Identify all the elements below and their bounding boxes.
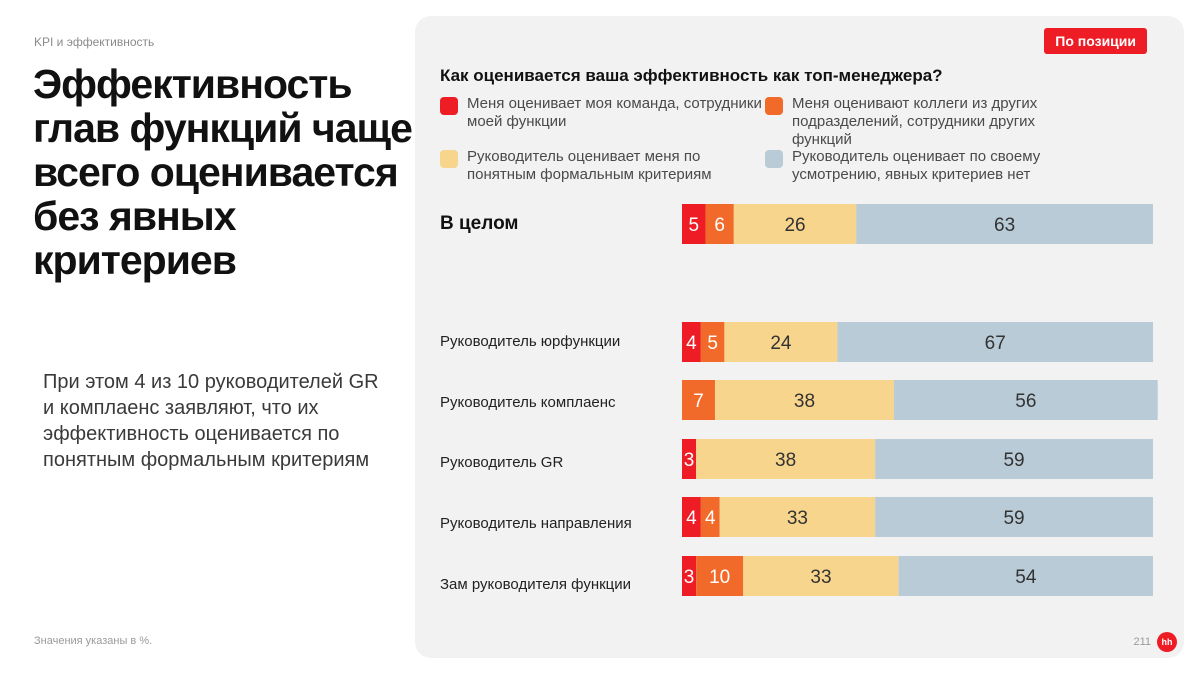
bar-segment [856, 204, 1153, 244]
bar-value-label: 67 [985, 333, 1006, 354]
bar-value-label: 5 [707, 333, 718, 354]
legend-label: Руководитель оценивает по своему усмотре… [792, 148, 1041, 183]
bar-segment [743, 556, 899, 596]
legend-item-no-criteria: Руководитель оценивает по своему усмотре… [765, 148, 1095, 184]
legend-swatch [440, 150, 458, 168]
bar-segment [705, 204, 734, 244]
bar-segment [898, 556, 1153, 596]
bar-segment [682, 439, 697, 479]
bar-value-label: 59 [1003, 450, 1024, 471]
bar-segment [714, 380, 894, 420]
position-badge[interactable]: По позиции [1044, 28, 1147, 54]
bar-value-label: 33 [810, 567, 831, 588]
bar-value-label: 33 [787, 508, 808, 529]
legend-item-team: Меня оценивает моя команда, сотрудники м… [440, 95, 770, 131]
bar-label-legal-head: Руководитель юрфункции [440, 333, 621, 350]
bar-label-overall: В целом [440, 213, 519, 234]
bar-value-label: 56 [1015, 391, 1036, 412]
bar-segment [733, 204, 857, 244]
bar-segment [696, 556, 744, 596]
bar-value-label: 26 [784, 215, 805, 236]
bar-value-label: 63 [994, 215, 1015, 236]
legend-label: Руководитель оценивает меня по понятным … [467, 148, 712, 183]
bar-value-label: 3 [684, 567, 695, 588]
legend-label: Меня оценивают коллеги из других подразд… [792, 95, 1038, 148]
bar-segment [682, 497, 701, 537]
bar-segment [719, 497, 876, 537]
bar-value-label: 3 [684, 450, 695, 471]
bar-value-label: 38 [794, 391, 815, 412]
bar-segment [696, 439, 876, 479]
chart-title: Как оценивается ваша эффективность как т… [440, 66, 943, 85]
bar-segment [724, 322, 838, 362]
section-label: KPI и эффективность [34, 35, 155, 49]
bar-value-label: 4 [705, 508, 716, 529]
legend-swatch [765, 97, 783, 115]
bar-value-label: 6 [714, 215, 725, 236]
bar-value-label: 59 [1003, 508, 1024, 529]
bar-segment [837, 322, 1153, 362]
bar-value-label: 7 [693, 391, 704, 412]
bar-label-deputy-head: Зам руководителя функции [440, 576, 632, 593]
bar-segment [682, 380, 715, 420]
legend-swatch [765, 150, 783, 168]
bar-segment [700, 497, 720, 537]
bar-segment [682, 556, 697, 596]
stacked-bar-chart: 5 6 26 634 5 24 677 38 563 38 594 4 33 593 10 33 54 [682, 204, 1158, 596]
hh-logo: hh [1157, 632, 1177, 652]
page-number: 211 [1133, 636, 1151, 648]
bar-value-label: 24 [770, 333, 792, 354]
bar-value-label: 10 [709, 567, 730, 588]
bar-segment [682, 204, 706, 244]
bar-value-label: 54 [1015, 567, 1037, 588]
bar-value-label: 38 [775, 450, 796, 471]
bar-segment [893, 380, 1158, 420]
bar-segment [700, 322, 725, 362]
bar-segment [682, 322, 701, 362]
bar-value-label: 5 [688, 215, 699, 236]
legend-item-colleagues: Меня оценивают коллеги из других подразд… [765, 95, 1095, 149]
chart-panel: По позиции Как оценивается ваша эффектив… [415, 16, 1184, 658]
bar-label-gr-head: Руководитель GR [440, 454, 564, 471]
bar-value-label: 4 [686, 508, 697, 529]
footnote: Значения указаны в %. [34, 635, 153, 647]
bar-segment [875, 439, 1153, 479]
headline: Эффективность глав функций чаще всего оц… [33, 61, 413, 283]
subtext: При этом 4 из 10 руководителей GR и комп… [43, 371, 379, 471]
bar-segment [875, 497, 1153, 537]
bar-label-compliance-head: Руководитель комплаенс [440, 394, 616, 411]
legend-item-formal-criteria: Руководитель оценивает меня по понятным … [440, 148, 770, 184]
legend-swatch [440, 97, 458, 115]
bar-label-direction-head: Руководитель направления [440, 515, 632, 532]
legend-label: Меня оценивает моя команда, сотрудники м… [467, 95, 762, 130]
bar-value-label: 4 [686, 333, 697, 354]
